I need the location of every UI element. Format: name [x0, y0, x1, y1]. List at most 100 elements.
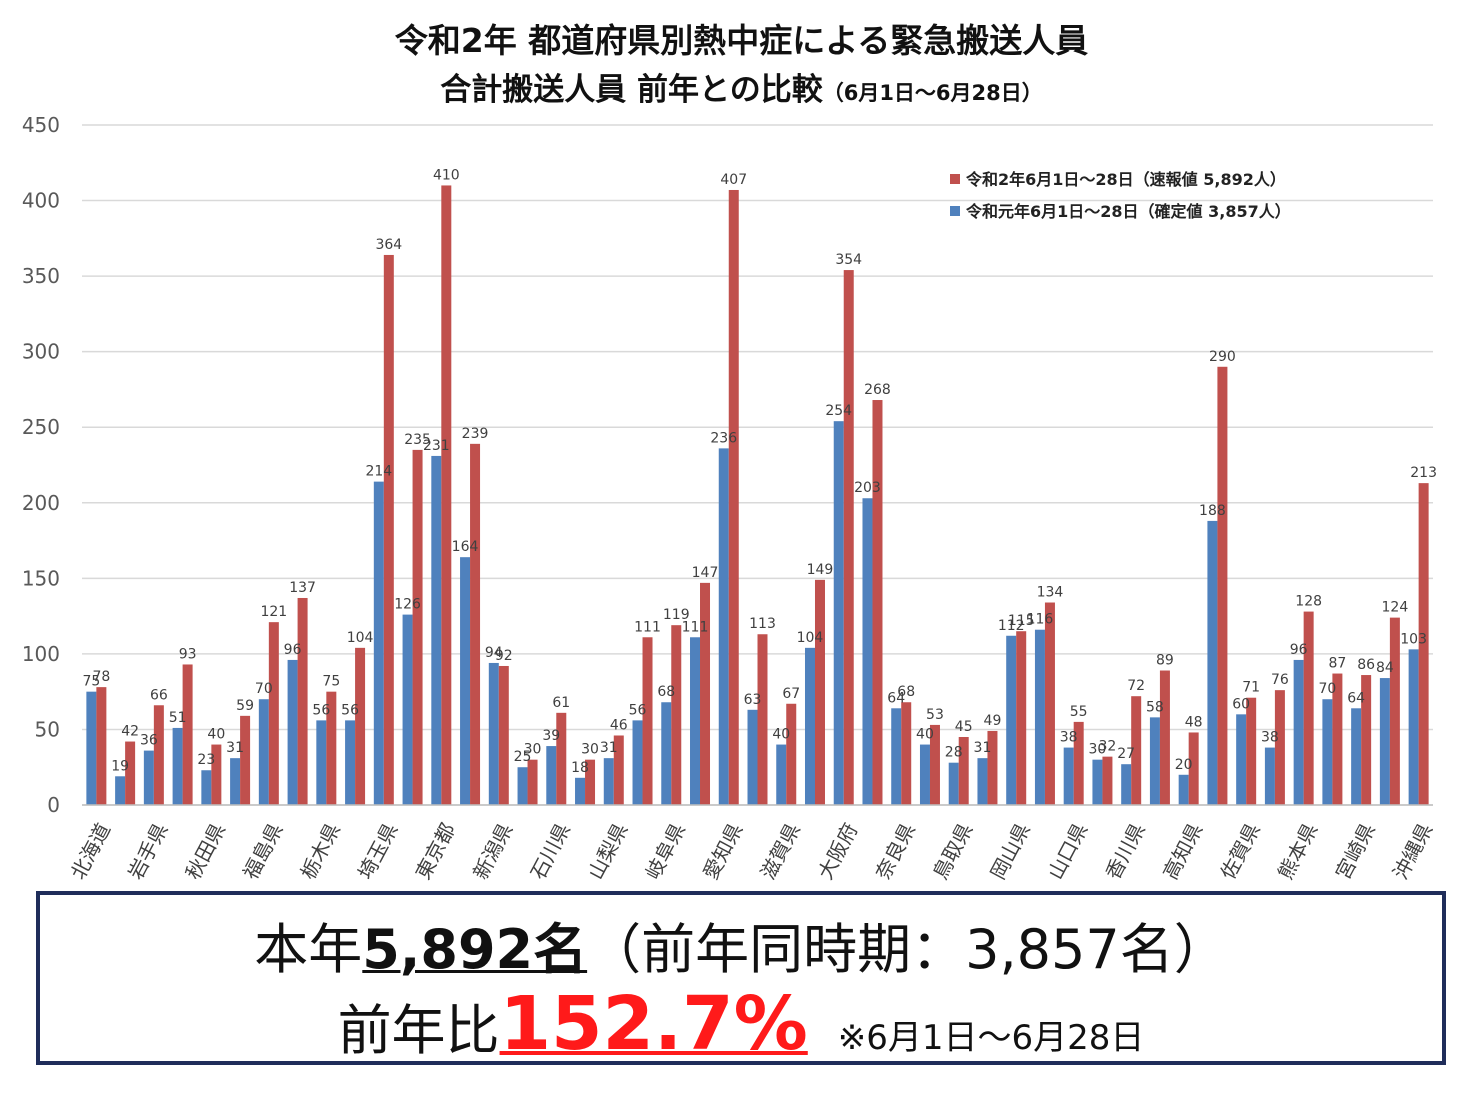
data-label-previous: 236	[710, 430, 737, 446]
data-label-current: 121	[260, 604, 287, 620]
data-label-previous: 96	[284, 642, 302, 658]
bar-previous	[804, 647, 815, 805]
data-label-current: 68	[897, 684, 915, 700]
bar-current	[642, 637, 653, 805]
x-tick-label: 岐阜県	[641, 819, 690, 883]
data-label-previous: 116	[1027, 612, 1054, 628]
bar-previous	[948, 762, 959, 805]
bar-current	[1418, 483, 1429, 805]
y-tick-label: 200	[22, 491, 60, 515]
data-label-current: 67	[782, 686, 800, 702]
data-label-current: 115	[1008, 613, 1035, 629]
bar-previous	[661, 702, 672, 805]
x-tick-label: 秋田県	[181, 819, 230, 883]
x-tick-label: 愛知県	[698, 819, 747, 883]
data-label-current: 354	[835, 252, 862, 268]
summary-line-ratio: 前年比152.7% ※6月1日～6月28日	[40, 981, 1442, 1067]
bar-previous	[258, 699, 269, 805]
bar-current	[757, 634, 768, 805]
data-label-current: 134	[1037, 585, 1064, 601]
data-label-previous: 111	[682, 619, 709, 635]
bar-previous	[402, 614, 413, 805]
x-tick-label: 宮崎県	[1331, 819, 1380, 883]
data-label-current: 32	[1099, 739, 1117, 755]
x-tick-label: 北海道	[66, 819, 115, 883]
bar-current	[211, 744, 222, 805]
bar-previous	[747, 709, 758, 805]
chart-subtitle: 合計搬送人員 前年との比較（6月1日～6月28日）	[0, 64, 1483, 109]
data-label-previous: 56	[341, 702, 359, 718]
bar-current	[527, 759, 538, 805]
bar-previous	[862, 498, 873, 805]
data-label-previous: 31	[600, 740, 618, 756]
data-label-current: 235	[404, 432, 431, 448]
data-label-current: 149	[807, 562, 834, 578]
summary-ratio-value: 152.7%	[499, 981, 808, 1067]
bar-current	[786, 703, 797, 805]
data-label-previous: 70	[255, 681, 273, 697]
bar-previous	[517, 767, 528, 805]
bar-current	[1246, 697, 1257, 805]
data-label-current: 30	[524, 742, 542, 758]
bar-current	[1361, 675, 1372, 805]
y-tick-label: 350	[22, 264, 60, 288]
x-tick-label: 栃木県	[296, 819, 345, 883]
bar-previous	[316, 720, 327, 805]
data-label-previous: 203	[854, 480, 881, 496]
summary-total-value: 5,892名	[362, 918, 588, 981]
bar-previous	[977, 758, 988, 805]
x-tick-label: 埼玉県	[353, 819, 402, 883]
y-tick-label: 300	[22, 340, 60, 364]
bar-current	[814, 579, 825, 805]
bar-previous	[1351, 708, 1362, 805]
data-label-previous: 112	[998, 618, 1025, 634]
bar-previous	[718, 448, 729, 805]
bar-current	[182, 664, 193, 805]
data-label-previous: 70	[1318, 681, 1336, 697]
bar-current	[613, 735, 624, 805]
x-tick-label: 石川県	[526, 819, 575, 883]
bar-current	[987, 730, 998, 805]
bar-current	[843, 270, 854, 806]
bar-previous	[1092, 759, 1103, 805]
x-tick-label: 奈良県	[871, 819, 920, 883]
data-label-previous: 104	[797, 630, 824, 646]
bar-current	[470, 443, 481, 805]
data-label-current: 290	[1209, 349, 1236, 365]
bar-current	[383, 254, 394, 805]
subtitle-period: （6月1日～6月28日）	[822, 81, 1043, 105]
data-label-previous: 56	[312, 702, 330, 718]
bar-previous	[575, 777, 586, 805]
data-label-current: 92	[495, 648, 513, 664]
data-label-previous: 20	[1175, 757, 1193, 773]
data-label-previous: 103	[1400, 631, 1427, 647]
bar-current	[1131, 696, 1142, 805]
data-label-previous: 96	[1290, 642, 1308, 658]
legend-label-current: 令和2年6月1日～28日（速報値 5,892人）	[965, 170, 1286, 189]
data-label-previous: 51	[169, 710, 187, 726]
bar-previous	[1149, 717, 1160, 805]
x-tick-label: 岡山県	[986, 819, 1035, 883]
bar-previous	[143, 750, 154, 805]
data-label-current: 407	[720, 172, 747, 188]
bar-current	[585, 759, 596, 805]
data-label-current: 72	[1127, 678, 1145, 694]
bar-previous	[632, 720, 643, 805]
bar-previous	[1063, 747, 1074, 805]
x-tick-label: 新潟県	[468, 819, 517, 883]
data-label-previous: 64	[1347, 690, 1365, 706]
y-tick-label: 100	[22, 642, 60, 666]
bar-previous	[1379, 678, 1390, 805]
data-label-current: 59	[236, 698, 254, 714]
summary-period-note: ※6月1日～6月28日	[837, 1018, 1145, 1058]
data-label-previous: 254	[825, 403, 852, 419]
y-tick-label: 50	[35, 717, 60, 741]
bar-current	[1159, 670, 1170, 805]
bar-previous	[1034, 629, 1045, 805]
x-tick-label: 滋賀県	[756, 819, 805, 883]
data-label-previous: 75	[82, 674, 100, 690]
bar-current	[441, 185, 452, 805]
data-label-current: 75	[322, 674, 340, 690]
data-label-current: 71	[1242, 680, 1260, 696]
data-label-current: 128	[1295, 594, 1322, 610]
